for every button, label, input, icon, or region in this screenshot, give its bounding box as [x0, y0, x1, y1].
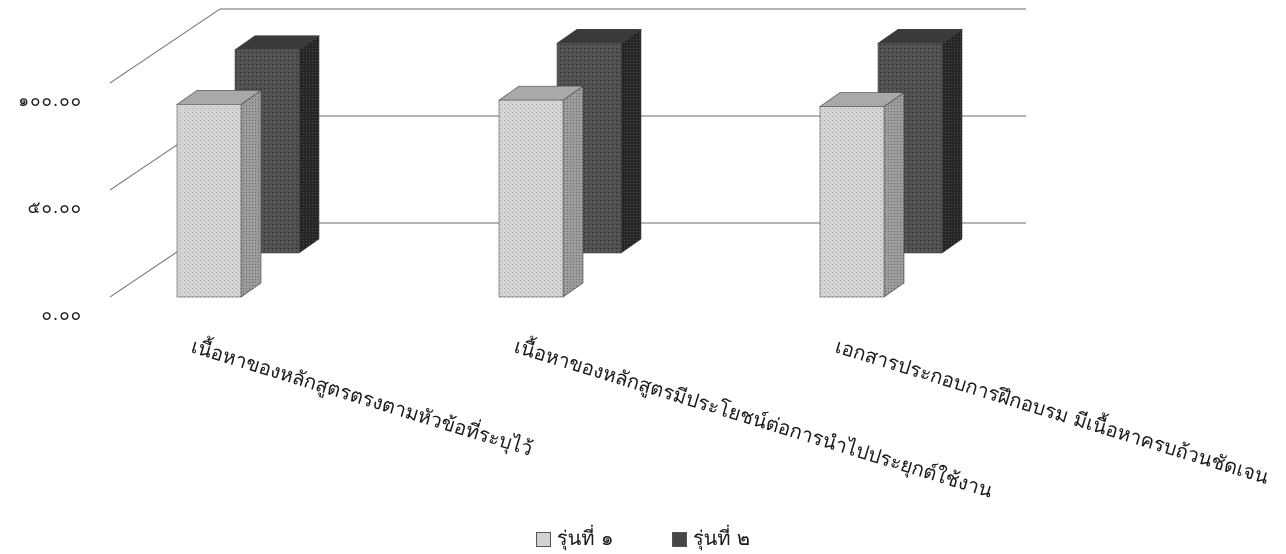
bar-series-1-1-front	[498, 99, 564, 298]
y-axis-ticks: ๐.๐๐ ๕๐.๐๐ ๑๐๐.๐๐	[18, 91, 82, 325]
bar-series-2-0-side	[298, 35, 320, 254]
legend-swatch-series-2	[671, 532, 687, 547]
legend-swatch-series-1	[535, 532, 551, 547]
x-axis-categories: เนื้อหาของหลักสูตรตรงตามหัวข้อที่ระบุไว้…	[188, 332, 1272, 504]
bar-series-1-1	[498, 85, 584, 298]
bar-series-1-2-side	[883, 91, 905, 298]
bar-series-1-0-front	[176, 104, 242, 298]
bar-series-2-2	[877, 28, 963, 254]
bar-series-2-2-side	[941, 28, 963, 254]
y-tick-label-2: ๑๐๐.๐๐	[18, 91, 82, 111]
bar-series-2-1-side	[620, 28, 642, 254]
legend-label-series-2: รุ่นที่ ๒	[692, 526, 751, 550]
x-category-label-0: เนื้อหาของหลักสูตรตรงตามหัวข้อที่ระบุไว้	[188, 332, 536, 462]
y-tick-label-1: ๕๐.๐๐	[28, 198, 82, 218]
bar-series-1-2-front	[819, 106, 885, 298]
gridline-wall-2	[109, 8, 221, 84]
bar-series-1-0	[176, 89, 262, 298]
bar-series-1-0-side	[240, 89, 262, 298]
bar-series-1-1-side	[562, 85, 584, 298]
x-category-label-1: เนื้อหาของหลักสูตรมีประโยชน์ต่อการนำไปปร…	[511, 332, 996, 504]
y-tick-label-0: ๐.๐๐	[41, 305, 82, 325]
legend-item-series-2: รุ่นที่ ๒	[671, 522, 751, 554]
legend-label-series-1: รุ่นที่ ๑	[556, 526, 614, 550]
legend: รุ่นที่ ๑ รุ่นที่ ๒	[0, 522, 1286, 554]
bars	[176, 28, 963, 298]
bar-series-1-2	[819, 91, 905, 298]
legend-item-series-1: รุ่นที่ ๑	[535, 522, 614, 554]
